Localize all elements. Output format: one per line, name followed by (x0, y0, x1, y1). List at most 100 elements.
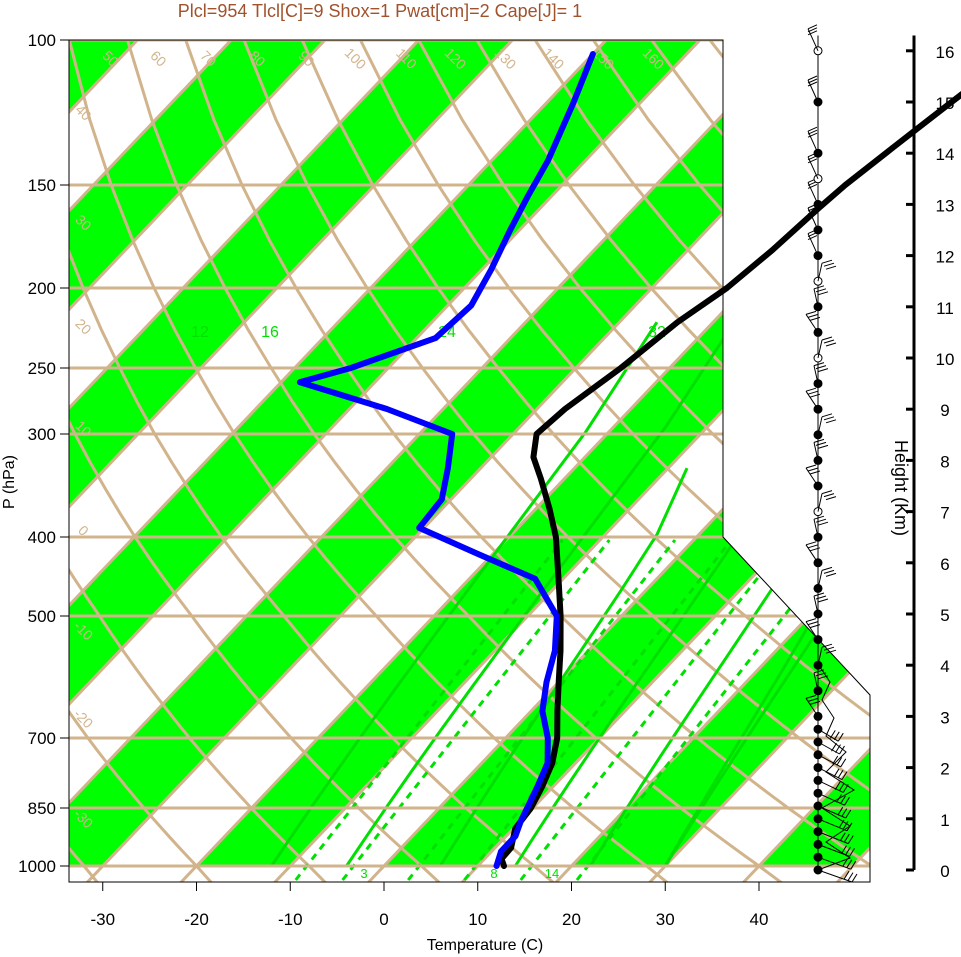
wind-barb-feather (807, 75, 818, 81)
wind-barb-feather (839, 745, 845, 755)
temperature-tick-label: -30 (90, 910, 115, 929)
isotherm-line (69, 40, 741, 882)
height-axis-label: Height (Km) (891, 440, 911, 536)
wind-barb-feather (805, 541, 817, 546)
mixing-ratio-bottom-label: 14 (545, 866, 559, 881)
dry-adiabat (69, 40, 442, 882)
wind-barb-feather (807, 621, 819, 626)
wind-barb-shaft (807, 156, 819, 180)
wind-barb-feather (841, 808, 848, 817)
wind-barb-shaft (805, 544, 819, 564)
wind-barb-feather (825, 419, 837, 424)
wind-barb-feather (825, 572, 837, 577)
wind-barb-shaft (813, 672, 819, 691)
wind-barb-feather (841, 771, 848, 780)
mixing-ratio-line (345, 313, 741, 867)
wind-barb-feather (807, 158, 818, 164)
wind-barb-feather (807, 235, 818, 241)
wind-barb-shaft (807, 79, 819, 103)
wind-barb-feather (807, 81, 818, 87)
wind-profile (805, 24, 858, 883)
wind-barb-feather (807, 30, 818, 36)
wind-barb-feather (851, 873, 858, 883)
wind-barb-feather (834, 781, 841, 790)
isotherm-label: 140 (540, 45, 568, 73)
height-tick-label: 16 (936, 43, 955, 62)
dry-adiabat (69, 40, 328, 882)
temperature-tick-label: 0 (379, 910, 388, 929)
wind-barb-feather (815, 595, 827, 600)
height-tick-label: 9 (940, 401, 949, 420)
height-tick-label: 11 (936, 299, 954, 318)
skew-label-right: -20 (785, 585, 818, 618)
wind-barb-shaft (805, 314, 819, 333)
wind-barb-shaft (805, 467, 819, 487)
wind-barb-shaft (817, 416, 823, 435)
wind-barb-feather (844, 796, 850, 806)
sounding-series (296, 51, 961, 869)
wind-barb-feather (815, 288, 827, 293)
wind-barb-feather (838, 782, 845, 792)
wind-barb-feather (813, 515, 825, 520)
wind-barb-feather (847, 835, 854, 844)
height-tick-label: 10 (936, 350, 955, 369)
wind-barb-feather (807, 183, 818, 189)
height-tick-label: 0 (940, 862, 949, 881)
skew-label-right: -10 (741, 532, 774, 565)
wind-barb-feather (821, 336, 833, 341)
height-tick-label: 2 (940, 760, 949, 779)
wind-barb-feather (837, 806, 844, 816)
wind-barb-feather (807, 27, 818, 33)
skew-label-right: 10 (720, 337, 748, 365)
pressure-tick-label: 400 (28, 528, 56, 547)
wind-barb-feather (807, 467, 819, 472)
height-tick-label: 7 (940, 504, 949, 523)
skew-label-right: 30 (720, 117, 748, 145)
wind-barb-feather (809, 700, 821, 705)
dewpoint-line (296, 51, 596, 869)
wind-barb-feather (805, 618, 817, 623)
wind-barb-feather (807, 132, 818, 138)
temperature-axis: -30 -20 -10 0 10 20 30 40 (90, 882, 768, 929)
wind-barb-feather (841, 845, 847, 854)
dry-adiabat (359, 40, 870, 882)
chart-title: Plcl=954 Tlcl[C]=9 Shox=1 Pwat[cm]=2 Cap… (178, 1, 582, 21)
wind-barb-feather (805, 694, 817, 699)
temperature-tick-label: -10 (278, 910, 303, 929)
wind-barb-feather (840, 758, 847, 768)
wind-barb-feather (809, 624, 821, 629)
wind-barb-feather (807, 129, 818, 135)
wind-barb-feather (813, 362, 825, 367)
temperature-tick-label: 40 (750, 910, 769, 929)
wind-barb-shaft (813, 365, 819, 384)
wind-barb-feather (823, 569, 835, 574)
wind-barb-feather (813, 592, 825, 597)
plot-border (68, 39, 871, 883)
isotherm-label: 60 (147, 47, 169, 69)
wind-barb-feather (809, 316, 821, 321)
wind-barb-shaft (817, 647, 823, 666)
dry-adiabat (300, 40, 870, 882)
height-tick-label: 6 (940, 555, 949, 574)
wind-barb-feather (845, 809, 852, 819)
wind-barb-feather (825, 649, 837, 654)
isotherm-line (914, 0, 961, 900)
wind-barb-feather (823, 416, 835, 421)
wind-barb-shaft (807, 233, 819, 256)
wind-barb-feather (823, 493, 835, 498)
pressure-axis: 100 150 200 250 300 400 500 700 850 1000 (18, 31, 69, 876)
dry-adiabat (184, 40, 870, 882)
wind-barb-feather (832, 755, 839, 765)
wind-barb-shaft (817, 856, 851, 870)
wind-barb-feather (843, 870, 850, 880)
wind-barb-feather (845, 846, 851, 856)
wind-barb-feather (823, 646, 835, 651)
mixing-ratio-lines (270, 313, 870, 881)
wind-barb-feather (809, 547, 821, 552)
wind-barb-feather (807, 697, 819, 702)
height-tick-label: 1 (940, 811, 949, 830)
temperature-line (498, 91, 961, 869)
wind-barb-feather (821, 643, 833, 648)
wind-barb-feather (825, 265, 837, 270)
